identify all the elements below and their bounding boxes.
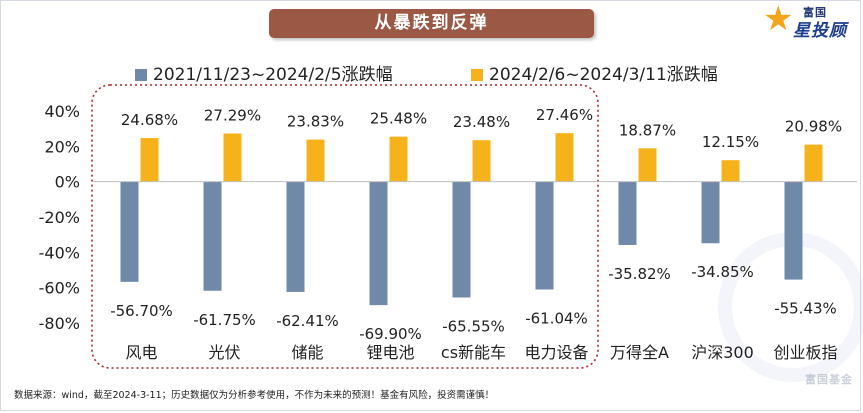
- data-label-series-1: -65.55%: [442, 317, 505, 335]
- data-label-series-1: -55.43%: [774, 300, 837, 318]
- y-tick-label: -80%: [39, 314, 80, 333]
- data-label-series-2: 23.48%: [453, 113, 510, 131]
- bar-series-1: [452, 181, 471, 298]
- x-tick-label: 储能: [291, 343, 323, 362]
- x-tick-label: 万得全A: [610, 343, 669, 362]
- data-label-series-1: -56.70%: [110, 302, 173, 320]
- source-footnote: 数据来源：wind，截至2024-3-11；历史数据仅为分析参考使用，不作为未来…: [14, 390, 495, 401]
- data-label-series-1: -61.75%: [193, 311, 256, 329]
- data-label-series-2: 24.68%: [121, 111, 178, 129]
- bar-series-1: [784, 181, 803, 280]
- highlight-box: [91, 84, 599, 369]
- y-tick-label: -20%: [39, 208, 80, 227]
- bar-series-2: [638, 148, 657, 182]
- logo-top-text: 富国: [803, 6, 827, 19]
- watermark-text: 富国基金: [805, 373, 853, 386]
- x-tick-label: 创业板指: [773, 343, 837, 362]
- bar-series-1: [701, 181, 720, 244]
- logo-main-text: 星投顾: [793, 21, 847, 41]
- x-tick-label: 电力设备: [524, 343, 588, 362]
- data-label-series-1: -62.41%: [276, 312, 339, 330]
- bar-series-2: [389, 136, 408, 182]
- legend-label-series-1: 2021/11/23~2024/2/5涨跌幅: [153, 65, 393, 85]
- x-tick-label: 锂电池: [366, 343, 414, 362]
- data-label-series-2: 12.15%: [702, 133, 759, 151]
- chart-title: 从暴跌到反弹: [269, 9, 594, 38]
- x-tick-label: cs新能车: [441, 343, 506, 362]
- bar-series-2: [721, 160, 740, 182]
- bar-series-1: [120, 181, 139, 282]
- bar-series-1: [535, 181, 554, 290]
- data-label-series-2: 27.46%: [536, 106, 593, 124]
- data-label-series-1: -34.85%: [691, 263, 754, 281]
- bar-series-1: [618, 181, 637, 245]
- bar-series-2: [472, 140, 491, 182]
- y-tick-label: 20%: [44, 137, 80, 156]
- bar-series-1: [203, 181, 222, 291]
- y-tick-label: 0%: [55, 173, 80, 192]
- data-label-series-1: -35.82%: [608, 265, 671, 283]
- bar-series-2: [140, 138, 159, 182]
- legend-swatch-series-1: [135, 69, 147, 81]
- brand-logo: ★ 富国 星投顾: [763, 0, 857, 41]
- x-tick-label: 光伏: [208, 343, 240, 362]
- data-label-series-2: 27.29%: [204, 106, 261, 124]
- bar-series-1: [369, 181, 388, 306]
- legend-label-series-2: 2024/2/6~2024/3/11涨跌幅: [489, 65, 718, 85]
- star-icon: ★: [763, 0, 794, 39]
- y-tick-label: 40%: [44, 102, 80, 121]
- legend-swatch-series-2: [471, 69, 483, 81]
- data-label-series-2: 23.83%: [287, 113, 344, 131]
- y-tick-label: -40%: [39, 243, 80, 262]
- data-label-series-2: 20.98%: [785, 118, 842, 136]
- bar-series-2: [804, 144, 823, 182]
- bar-series-2: [223, 133, 242, 182]
- x-tick-label: 沪深300: [691, 343, 754, 362]
- x-tick-label: 风电: [125, 343, 157, 362]
- data-label-series-1: -61.04%: [525, 310, 588, 328]
- y-tick-label: -60%: [39, 279, 80, 298]
- bar-series-2: [306, 139, 325, 182]
- bar-series-2: [555, 133, 574, 182]
- bar-series-1: [286, 181, 305, 292]
- data-label-series-2: 18.87%: [619, 121, 676, 139]
- data-label-series-1: -69.90%: [359, 325, 422, 343]
- data-label-series-2: 25.48%: [370, 110, 427, 128]
